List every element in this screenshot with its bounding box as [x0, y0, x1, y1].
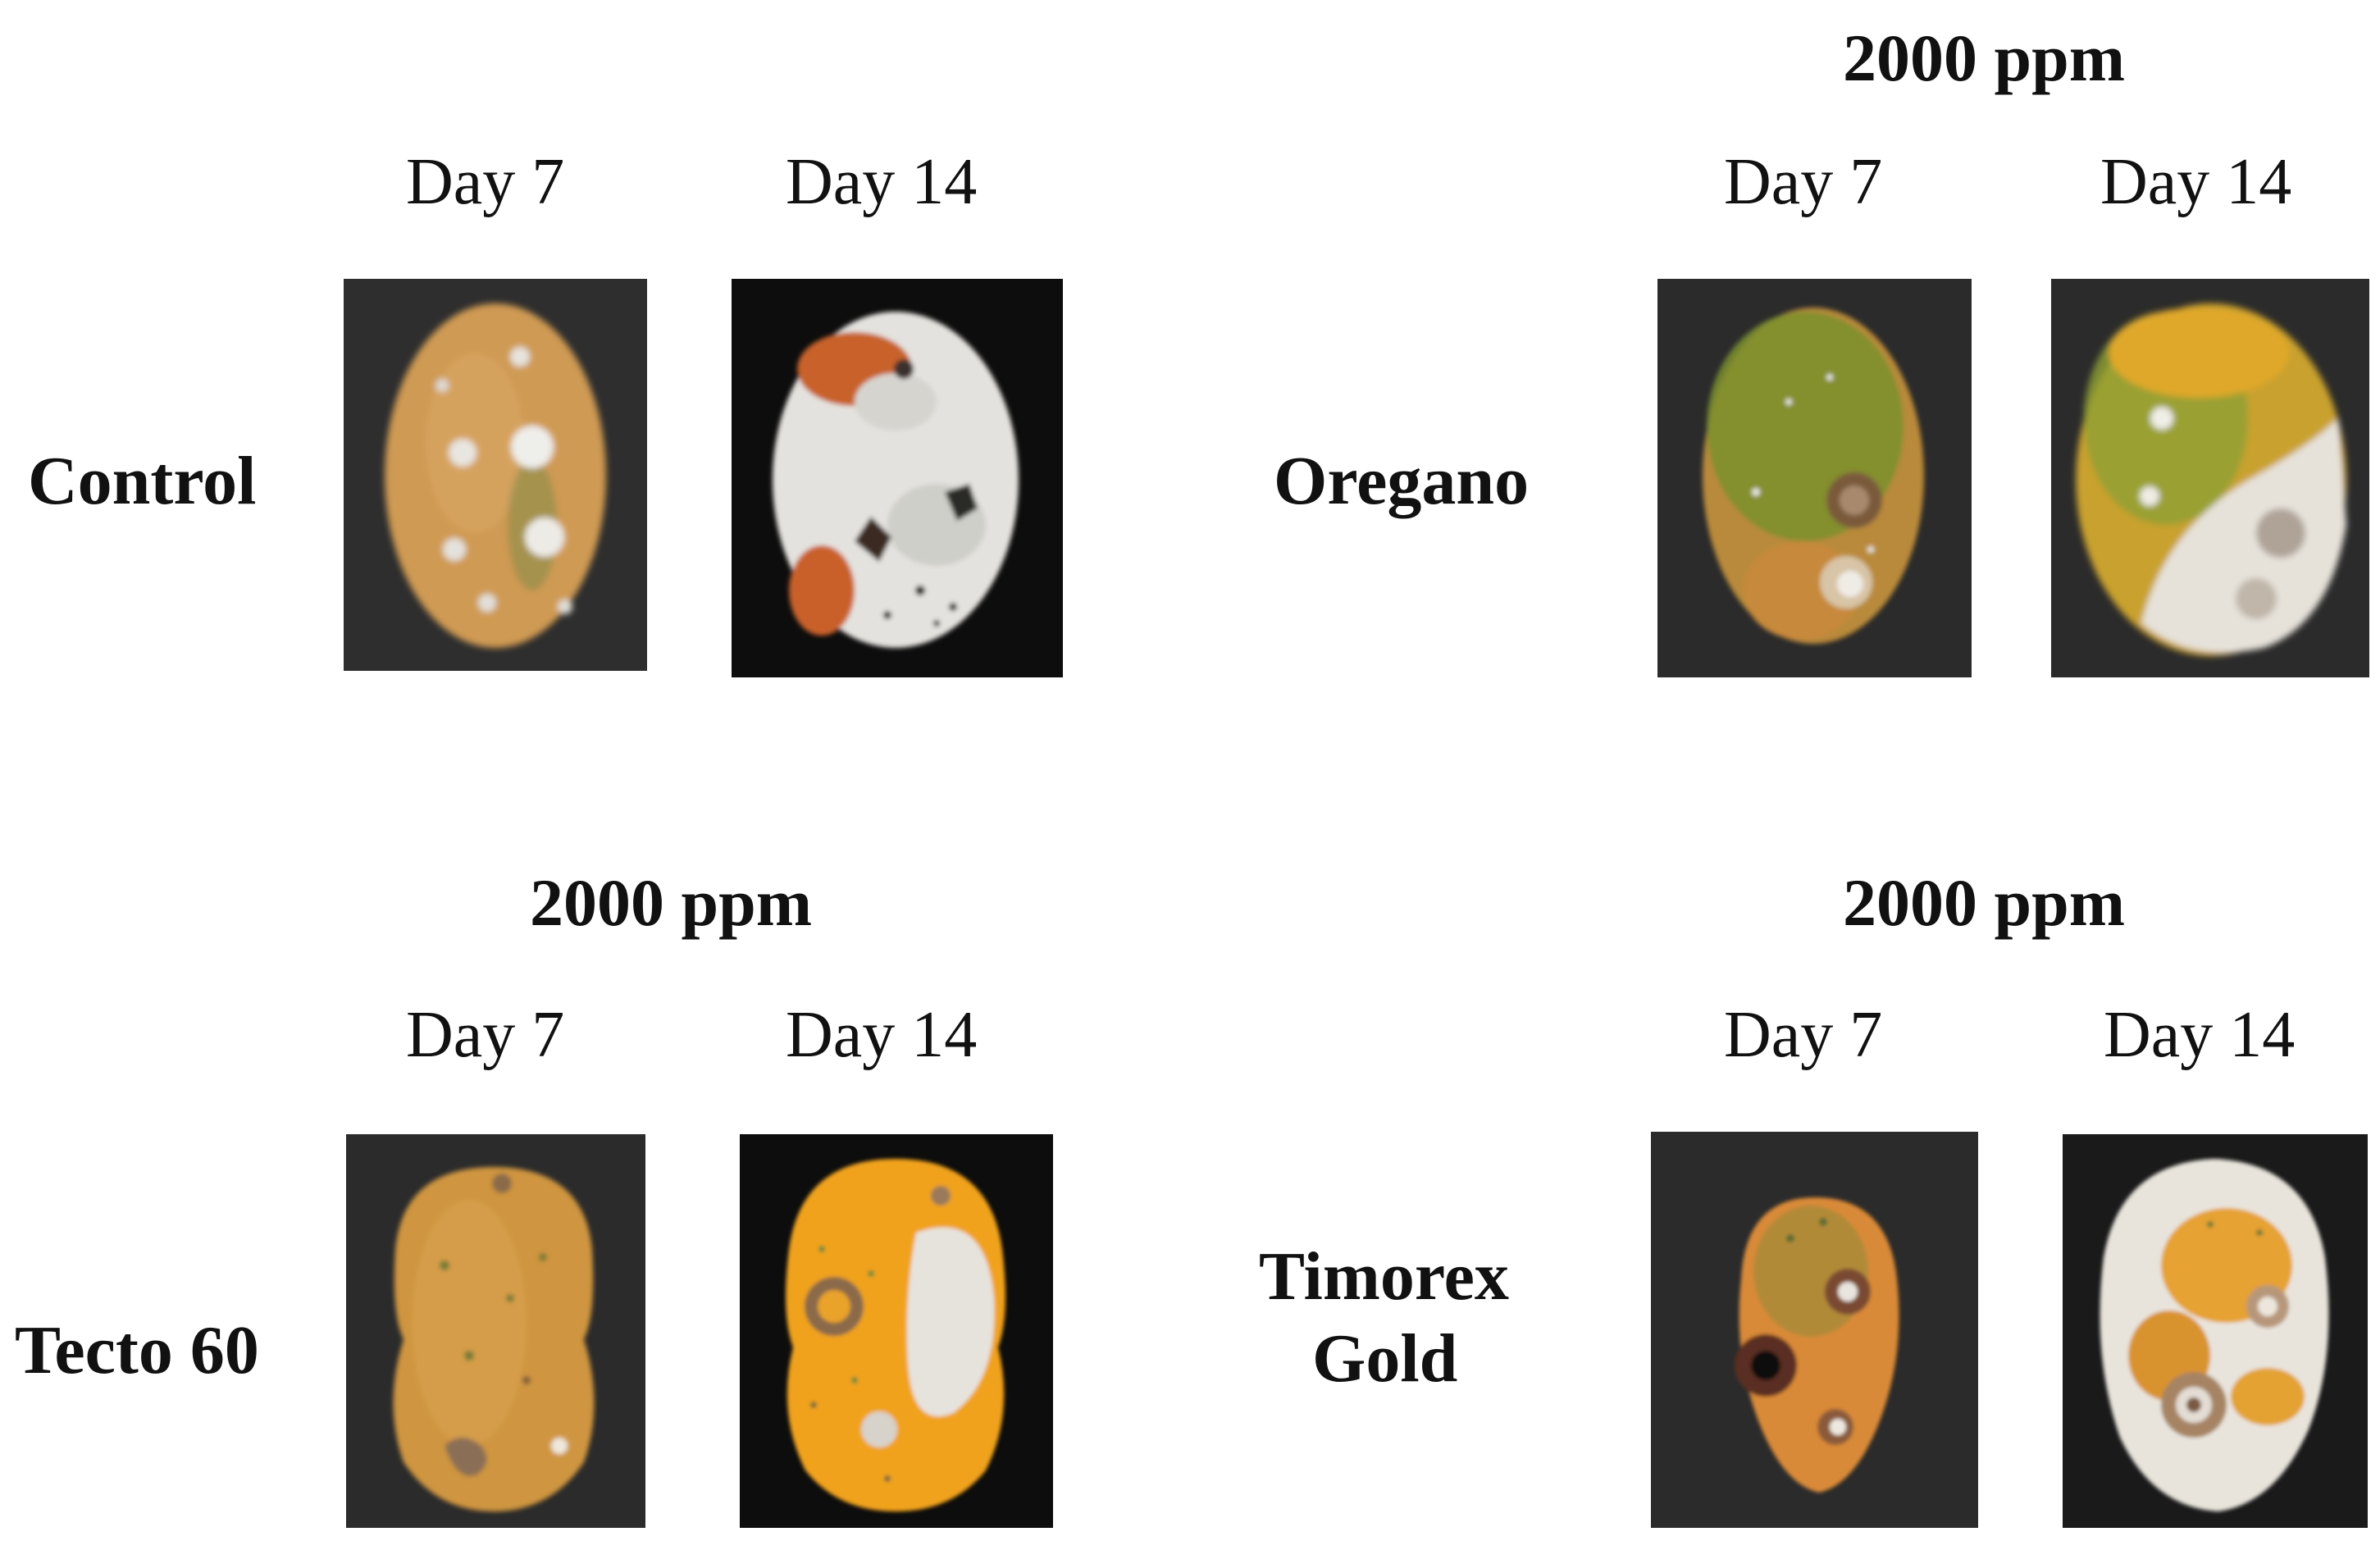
day14-label-control: Day 14	[786, 146, 978, 218]
day14-label-oregano: Day 14	[2100, 146, 2292, 218]
day7-label-tecto: Day 7	[406, 999, 565, 1071]
photo-oregano-day14	[2051, 279, 2369, 677]
day7-label-timorex: Day 7	[1724, 999, 1883, 1071]
day7-label-control: Day 7	[406, 146, 565, 218]
photo-tecto-day7	[346, 1134, 645, 1528]
photo-control-day7	[344, 279, 647, 671]
concentration-label-oregano: 2000 ppm	[1843, 21, 2126, 95]
treatment-label-oregano: Oregano	[1274, 443, 1530, 519]
photo-timorex-day7	[1651, 1132, 1978, 1528]
concentration-label-tecto: 2000 ppm	[530, 865, 813, 940]
concentration-label-timorex: 2000 ppm	[1843, 865, 2126, 940]
treatment-label-timorex-line2: Gold	[1312, 1320, 1458, 1397]
photo-control-day14	[732, 279, 1063, 677]
treatment-label-control: Control	[28, 443, 257, 519]
photo-tecto-day14	[740, 1134, 1053, 1528]
day14-label-tecto: Day 14	[786, 999, 978, 1071]
treatment-label-tecto: Tecto 60	[15, 1312, 259, 1388]
photo-timorex-day14	[2063, 1134, 2368, 1528]
day7-label-oregano: Day 7	[1724, 146, 1883, 218]
day14-label-timorex: Day 14	[2104, 999, 2296, 1071]
photo-oregano-day7	[1657, 279, 1972, 677]
treatment-label-timorex-line1: Timorex	[1259, 1238, 1509, 1315]
